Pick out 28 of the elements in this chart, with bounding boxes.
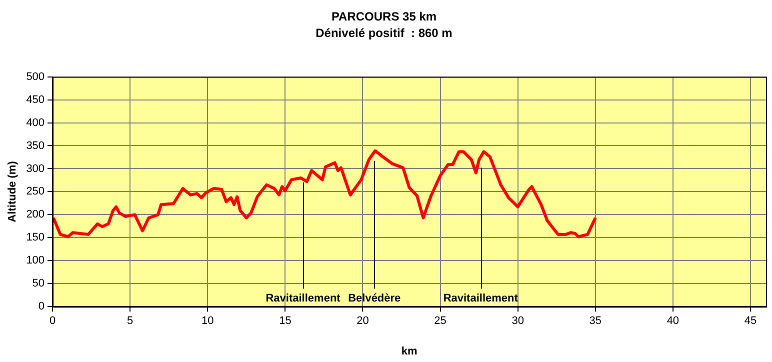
y-tick-label: 200: [26, 208, 45, 221]
annotation: Ravitaillement: [266, 292, 341, 305]
x-tick-label: 35: [589, 315, 602, 328]
chart-subtitle: Dénivelé positif : 860 m: [316, 26, 452, 40]
x-tick-label: 5: [127, 315, 134, 328]
x-tick-label: 15: [279, 315, 292, 328]
y-tick-label: 400: [26, 116, 45, 129]
y-tick-label: 50: [32, 278, 45, 290]
y-tick-label: 150: [26, 232, 45, 244]
x-tick-label: 10: [202, 315, 214, 328]
y-tick-label: 450: [26, 94, 45, 106]
y-tick-label: 300: [26, 162, 45, 175]
x-tick-label: 30: [512, 315, 524, 328]
y-tick-label: 250: [26, 186, 45, 198]
y-axis-title: Altitude (m): [6, 160, 19, 222]
x-tick-label: 25: [434, 315, 446, 328]
x-tick-label: 45: [744, 315, 757, 328]
annotation: Ravitaillement: [443, 292, 518, 305]
x-tick-label: 0: [49, 315, 56, 328]
y-tick-label: 350: [26, 140, 45, 152]
y-tick-label: 0: [38, 300, 45, 313]
y-tick-label: 100: [26, 254, 45, 267]
annotation: Belvédère: [348, 292, 401, 305]
x-tick-label: 40: [666, 315, 680, 328]
y-tick-label: 500: [26, 70, 45, 83]
chart-title: PARCOURS 35 km: [331, 10, 437, 24]
x-axis-title: km: [401, 345, 418, 358]
x-tick-label: 20: [356, 315, 369, 328]
